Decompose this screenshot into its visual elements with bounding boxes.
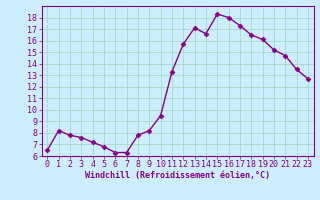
X-axis label: Windchill (Refroidissement éolien,°C): Windchill (Refroidissement éolien,°C) bbox=[85, 171, 270, 180]
